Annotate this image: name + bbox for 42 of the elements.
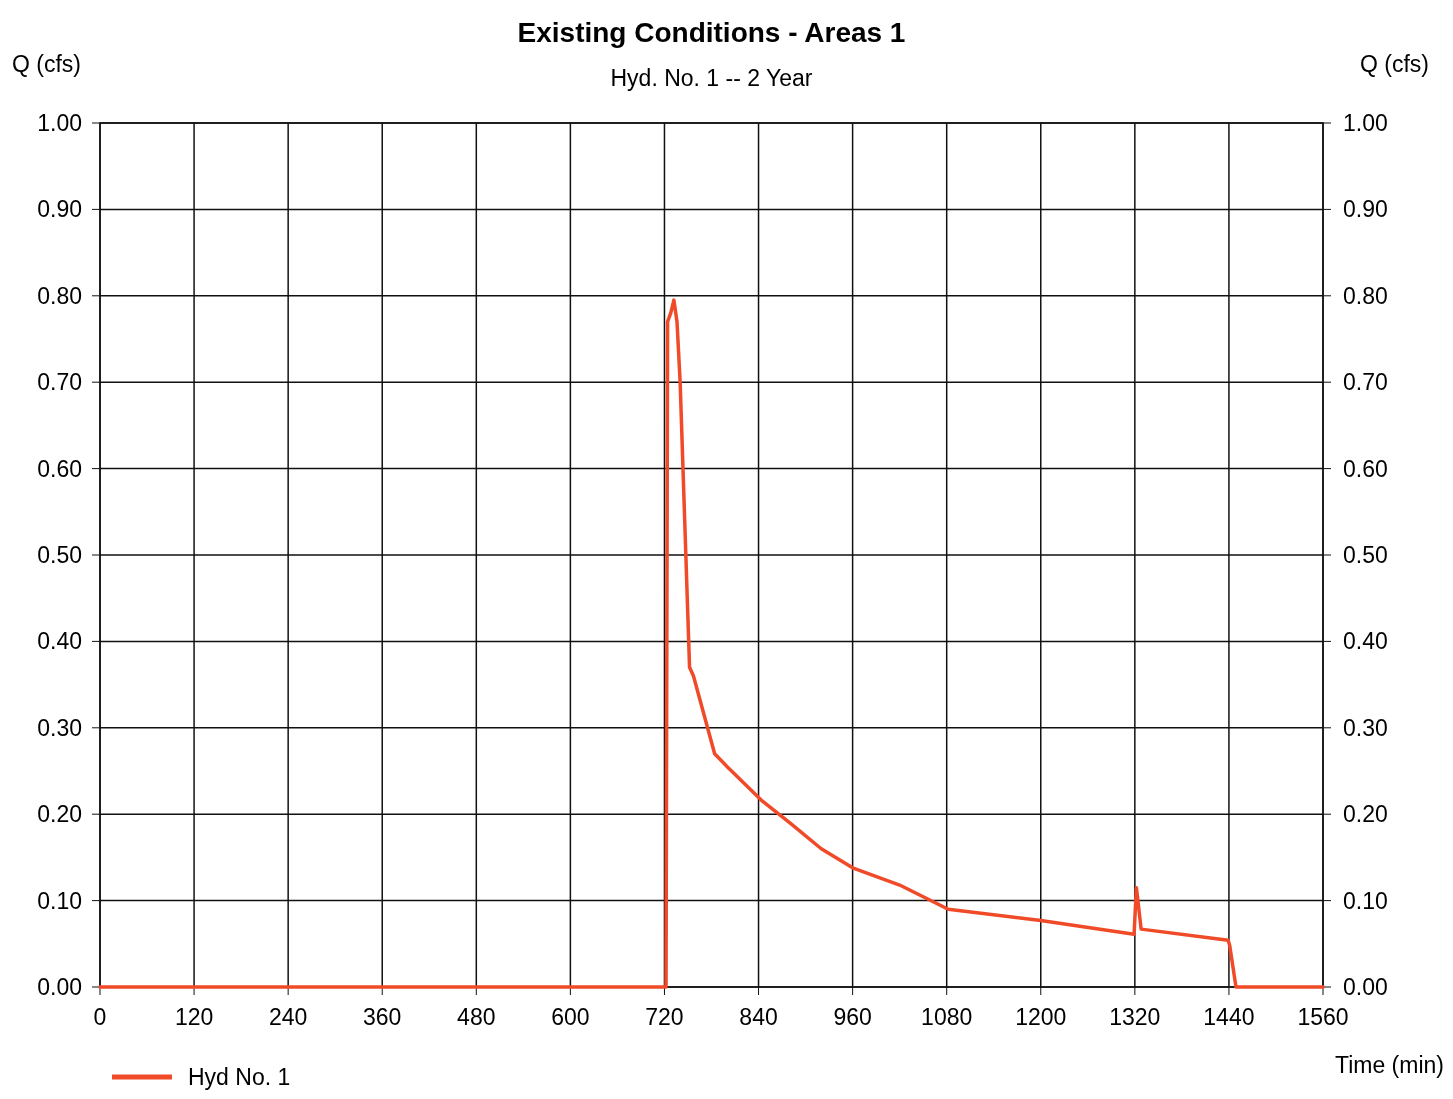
y2-tick-label: 1.00: [1343, 110, 1388, 137]
y2-tick-label: 0.00: [1343, 974, 1388, 1001]
y-tick-label: 1.00: [37, 110, 82, 137]
x-tick-label: 360: [363, 1004, 402, 1030]
x-tick-label: 720: [645, 1004, 684, 1030]
x-tick-label: 840: [739, 1004, 778, 1030]
y2-tick-label: 0.30: [1343, 714, 1388, 741]
x-tick-label: 120: [174, 1004, 214, 1030]
y2-tick-label: 0.80: [1343, 282, 1388, 309]
y-axis-title: Q (cfs): [12, 51, 81, 77]
x-axis-title: Time (min): [1334, 1052, 1444, 1078]
x-tick-label: 960: [833, 1004, 872, 1030]
x-tick-label: 240: [268, 1004, 308, 1030]
x-tick-label: 1080: [921, 1004, 973, 1030]
y2-axis-title: Q (cfs): [1360, 51, 1429, 77]
y2-tick-label: 0.90: [1343, 196, 1388, 223]
legend-label: Hyd No. 1: [188, 1064, 291, 1090]
x-tick-label: 480: [457, 1004, 496, 1030]
x-tick-label: 1560: [1297, 1004, 1349, 1030]
y-tick-label: 0.30: [37, 714, 82, 741]
y-tick-label: 0.40: [37, 628, 82, 655]
y-tick-label: 0.00: [37, 974, 82, 1001]
x-tick-label: 1440: [1203, 1004, 1255, 1030]
y-tick-label: 0.80: [37, 282, 82, 309]
x-tick-label: 600: [551, 1004, 590, 1030]
y-tick-label: 0.50: [37, 542, 82, 569]
x-tick-label: 1320: [1109, 1004, 1161, 1030]
y-tick-label: 0.70: [37, 369, 82, 396]
y-tick-label: 0.90: [37, 196, 82, 223]
y2-tick-label: 0.60: [1343, 455, 1388, 482]
x-tick-label: 1200: [1015, 1004, 1067, 1030]
y2-tick-label: 0.20: [1343, 801, 1388, 828]
y-tick-label: 0.10: [37, 887, 82, 914]
y-tick-label: 0.60: [37, 455, 82, 482]
chart-subtitle: Hyd. No. 1 -- 2 Year: [610, 65, 813, 91]
y2-tick-label: 0.40: [1343, 628, 1388, 655]
y2-tick-label: 0.10: [1343, 887, 1388, 914]
x-tick-label: 0: [93, 1004, 107, 1030]
y-tick-label: 0.20: [37, 801, 82, 828]
y2-tick-label: 0.50: [1343, 542, 1388, 569]
chart-title: Existing Conditions - Areas 1: [517, 17, 906, 48]
y2-tick-label: 0.70: [1343, 369, 1388, 396]
